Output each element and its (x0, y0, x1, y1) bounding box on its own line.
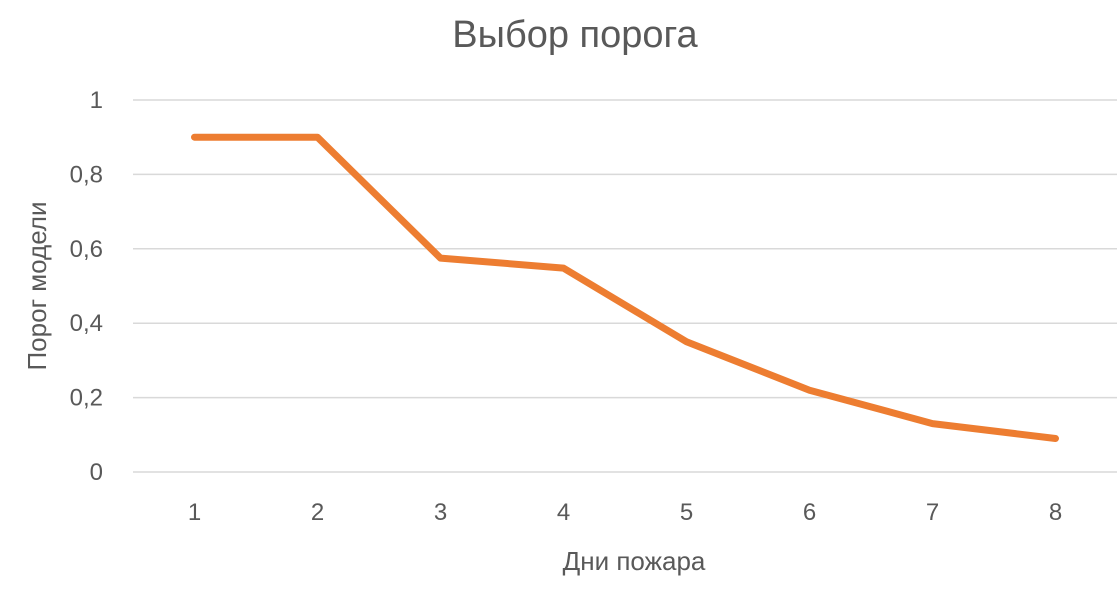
x-tick-label: 8 (1049, 499, 1062, 526)
gridlines (133, 99, 1117, 473)
x-tick-label: 7 (926, 499, 939, 526)
chart-title: Выбор порога (452, 14, 698, 56)
x-tick-label: 5 (680, 499, 693, 526)
x-tick-label: 4 (557, 499, 570, 526)
x-tick-label: 3 (434, 499, 447, 526)
series-line (191, 133, 1059, 442)
y-tick-label: 0 (90, 459, 103, 486)
y-tick-label: 0,6 (70, 236, 103, 263)
series-layer (191, 133, 1059, 442)
y-tick-label: 0,2 (70, 385, 103, 412)
x-tick-label: 6 (803, 499, 816, 526)
y-axis-label: Порог модели (22, 202, 52, 371)
x-tick-label: 2 (311, 499, 324, 526)
y-tick-label: 0,8 (70, 161, 103, 188)
y-tick-label: 1 (90, 87, 103, 114)
x-axis-label: Дни пожара (563, 546, 706, 576)
y-tick-label: 0,4 (70, 310, 103, 337)
x-tick-label: 1 (188, 499, 201, 526)
x-axis-ticks: 1 2 3 4 5 6 7 8 (188, 499, 1062, 526)
y-axis-ticks: 0 0,2 0,4 0,6 0,8 1 (70, 87, 103, 486)
